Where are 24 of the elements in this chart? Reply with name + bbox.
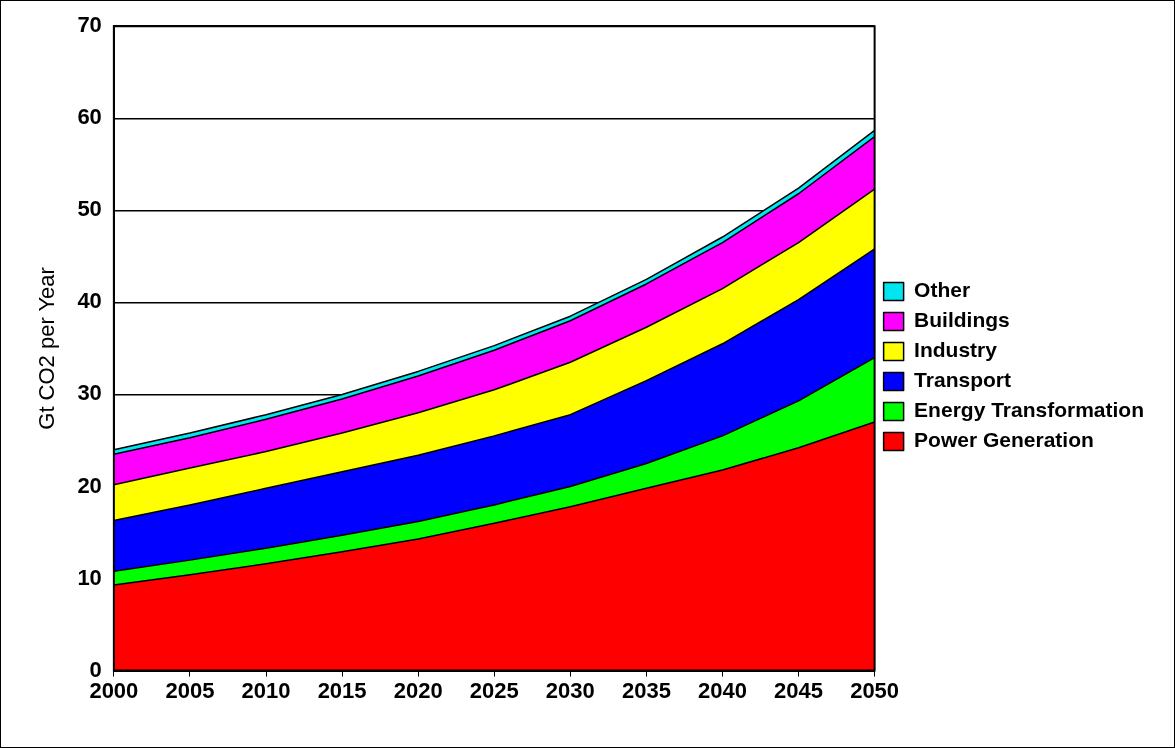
x-tick-label: 2045 xyxy=(774,677,824,703)
y-tick-label: 30 xyxy=(77,380,102,406)
x-tick-label: 2050 xyxy=(850,677,900,703)
x-tick-label: 2035 xyxy=(621,677,671,703)
x-tick-label: 2015 xyxy=(317,677,367,703)
y-tick-label: 50 xyxy=(77,196,102,222)
legend-label: Power Generation xyxy=(914,428,1094,452)
legend-label: Transport xyxy=(914,368,1011,392)
x-tick-label: 2040 xyxy=(697,677,747,703)
y-tick-label: 40 xyxy=(77,288,102,314)
y-tick-label: 70 xyxy=(77,12,102,38)
legend-label: Industry xyxy=(914,338,998,362)
legend-label: Other xyxy=(914,278,971,302)
x-tick-label: 2030 xyxy=(545,677,595,703)
x-tick-label: 2005 xyxy=(165,677,215,703)
x-tick-label: 2025 xyxy=(469,677,519,703)
y-tick-label: 20 xyxy=(77,472,102,498)
y-axis-title: Gt CO2 per Year xyxy=(34,267,60,430)
x-tick-label: 2010 xyxy=(241,677,291,703)
y-tick-label: 60 xyxy=(77,104,102,130)
legend-label: Energy Transformation xyxy=(914,398,1145,422)
y-tick-label: 10 xyxy=(77,564,102,590)
legend-label: Buildings xyxy=(914,308,1010,332)
x-tick-label: 2020 xyxy=(393,677,443,703)
